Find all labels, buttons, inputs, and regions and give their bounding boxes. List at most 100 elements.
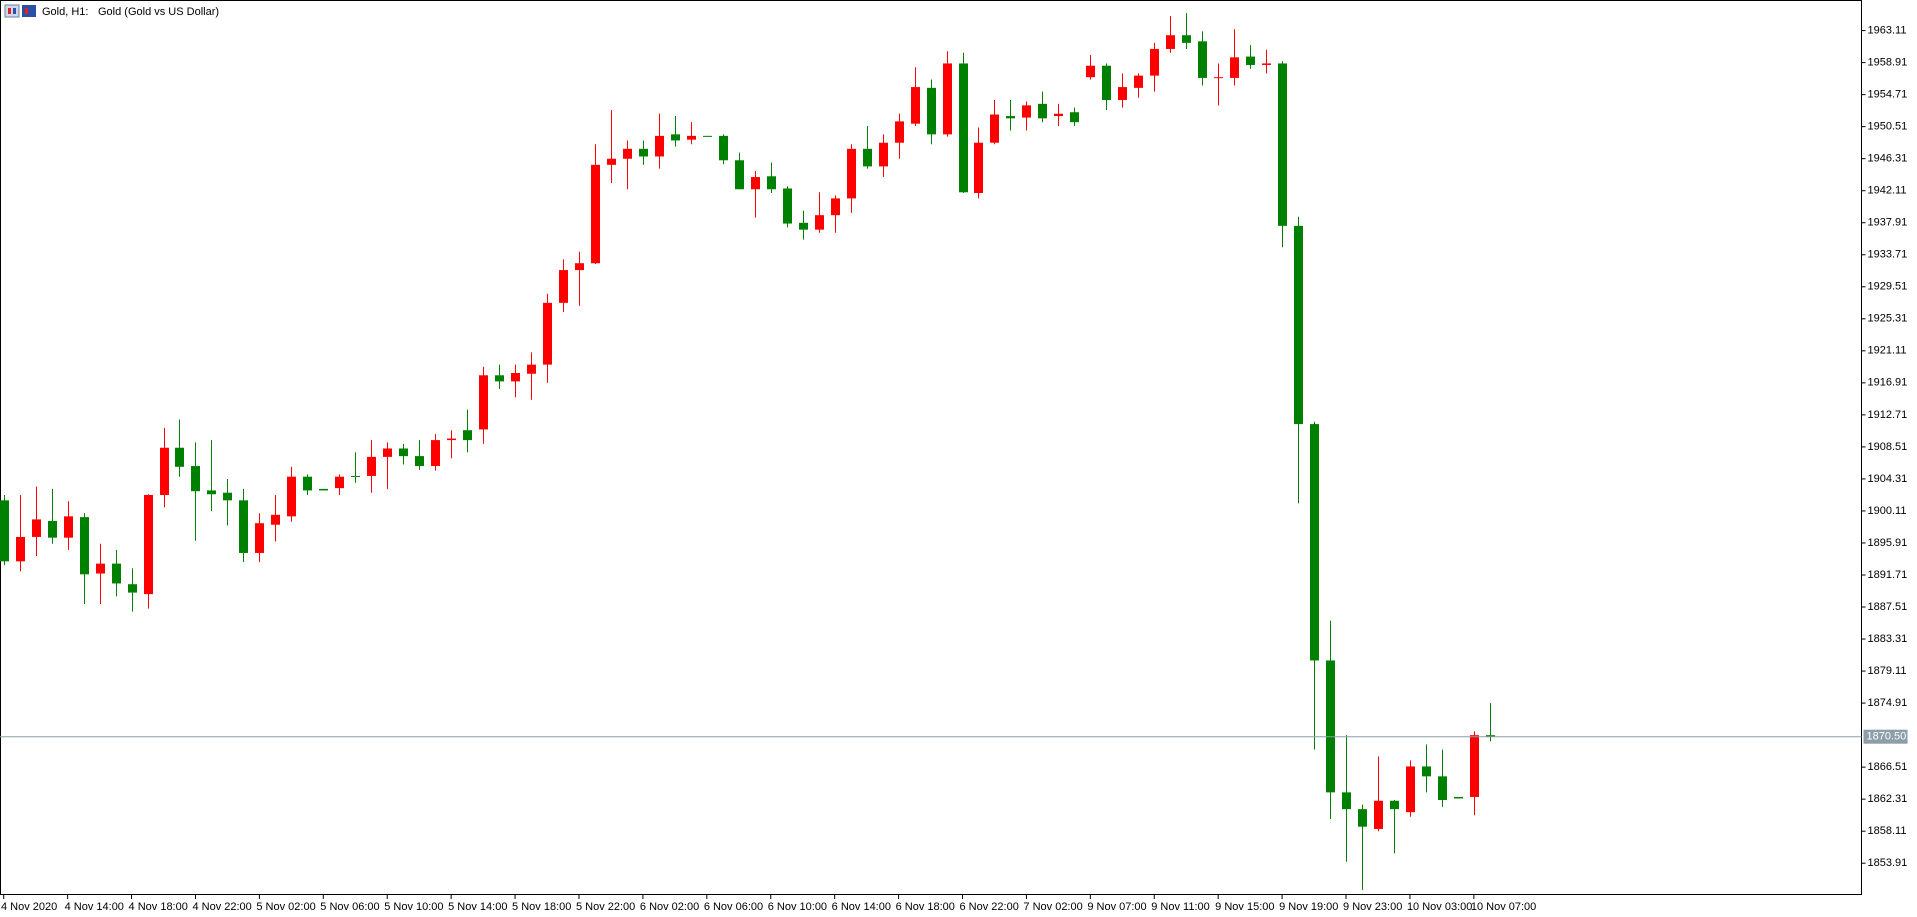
candle-body [1022, 105, 1031, 118]
candle-body [335, 476, 344, 489]
y-tick-label: 1908.51 [1868, 441, 1908, 453]
candle-body [112, 563, 121, 584]
candle-body [1102, 65, 1111, 101]
candle-body [479, 375, 488, 430]
candle-body [623, 148, 632, 159]
candle-body [1438, 776, 1447, 800]
candle-body [559, 270, 568, 303]
candle-body [16, 536, 25, 562]
candle-body [463, 430, 472, 441]
y-tick-label: 1933.71 [1868, 249, 1908, 261]
chart-icon [4, 4, 36, 18]
candle-body [591, 164, 600, 264]
candle-body [974, 142, 983, 194]
candle-body [879, 142, 888, 167]
candle-body [815, 215, 824, 230]
x-tick-label: 4 Nov 22:00 [192, 901, 251, 913]
candle-body [607, 158, 616, 165]
x-tick-label: 4 Nov 14:00 [65, 901, 124, 913]
candle-body [1454, 796, 1463, 799]
candle-body [319, 488, 328, 491]
candle-body [207, 490, 216, 495]
candle-body [703, 135, 712, 137]
y-tick-label: 1963.11 [1868, 24, 1907, 36]
candle-body [1118, 87, 1127, 101]
candle-body [1374, 800, 1383, 829]
y-tick-label: 1916.91 [1868, 377, 1908, 389]
candle-body [990, 114, 999, 143]
candle-body [367, 456, 376, 476]
candle-body [1358, 809, 1367, 827]
y-tick-label: 1925.31 [1868, 313, 1908, 325]
candle-body [783, 188, 792, 224]
y-tick-label: 1862.31 [1868, 793, 1908, 805]
candle-body [191, 466, 200, 492]
candle-body [1038, 103, 1047, 119]
candle-body [1086, 65, 1095, 78]
x-tick-label: 6 Nov 18:00 [896, 901, 955, 913]
candle-body [48, 520, 57, 538]
candle-body [927, 87, 936, 135]
candle-body [639, 148, 648, 157]
candle-body [671, 134, 680, 141]
candle-body [1230, 57, 1239, 78]
candle-body [239, 500, 248, 553]
candle-body [175, 447, 184, 467]
y-tick-label: 1942.11 [1868, 185, 1907, 197]
y-tick-label: 1929.51 [1868, 281, 1908, 293]
x-tick-label: 10 Nov 03:00 [1407, 901, 1472, 913]
candle-body [831, 198, 840, 216]
x-tick-label: 9 Nov 15:00 [1215, 901, 1274, 913]
y-tick-label: 1921.11 [1868, 345, 1907, 357]
candle-body [1486, 735, 1495, 737]
candle-body [1310, 424, 1319, 661]
y-tick-label: 1874.91 [1868, 697, 1908, 709]
y-tick-label: 1858.11 [1868, 825, 1907, 837]
candle-body [447, 438, 456, 441]
candle-body [847, 148, 856, 199]
y-tick-label: 1954.71 [1868, 89, 1908, 101]
candle-body [1006, 116, 1015, 119]
x-tick-label: 4 Nov 2020 [1, 901, 57, 913]
y-tick-label: 1950.51 [1868, 121, 1908, 133]
y-tick-label: 1958.91 [1868, 57, 1908, 69]
x-tick-label: 9 Nov 11:00 [1151, 901, 1210, 913]
x-tick-label: 6 Nov 10:00 [768, 901, 827, 913]
candle-body [687, 135, 696, 140]
candle-body [80, 517, 89, 575]
candle-body [271, 514, 280, 525]
x-tick-label: 5 Nov 22:00 [576, 901, 635, 913]
candle-body [863, 148, 872, 167]
candle-body [1342, 792, 1351, 810]
candle-body [1166, 35, 1175, 49]
y-tick-label: 1866.51 [1868, 761, 1908, 773]
x-tick-label: 5 Nov 06:00 [320, 901, 379, 913]
candle-body [1406, 766, 1415, 813]
candle-body [0, 500, 9, 562]
candle-body [767, 176, 776, 190]
candle-body [255, 523, 264, 553]
candle-body [1262, 63, 1271, 65]
candle-body [399, 448, 408, 457]
candle-body [1326, 660, 1335, 793]
candle-body [1470, 735, 1479, 797]
y-tick-label: 1891.71 [1868, 569, 1908, 581]
x-tick-label: 7 Nov 02:00 [1023, 901, 1082, 913]
y-tick-label: 1853.91 [1868, 857, 1908, 869]
candle-body [527, 364, 536, 374]
y-tick-label: 1883.31 [1868, 633, 1908, 645]
price-label: 1870.50 [1867, 731, 1907, 743]
x-tick-label: 6 Nov 02:00 [640, 901, 699, 913]
candle-body [1070, 112, 1079, 123]
candle-body [575, 263, 584, 271]
candle-body [383, 448, 392, 457]
candle-body [32, 519, 41, 537]
x-tick-label: 9 Nov 19:00 [1279, 901, 1338, 913]
x-tick-label: 6 Nov 06:00 [704, 901, 763, 913]
x-tick-label: 6 Nov 22:00 [960, 901, 1019, 913]
y-tick-label: 1937.91 [1868, 217, 1908, 229]
candle-body [1246, 56, 1255, 65]
x-tick-label: 5 Nov 14:00 [448, 901, 507, 913]
candle-body [351, 475, 360, 477]
